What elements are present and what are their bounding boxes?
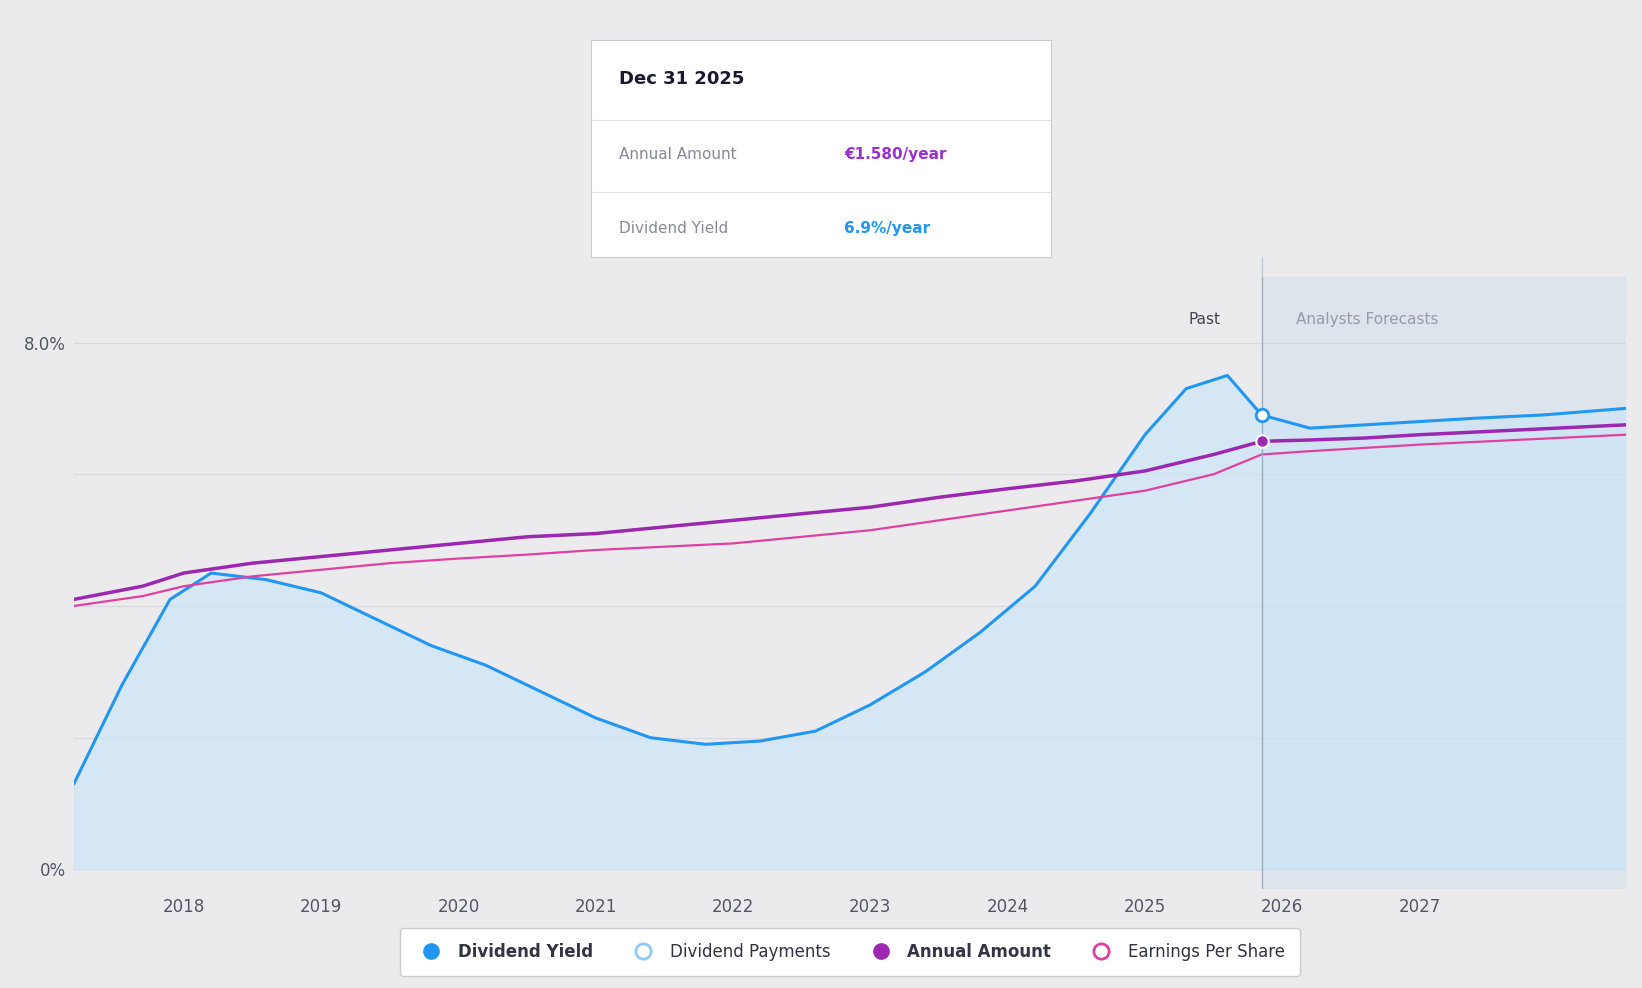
Text: Dec 31 2025: Dec 31 2025 — [619, 69, 744, 88]
Text: Past: Past — [1189, 312, 1220, 327]
Bar — [1261, 277, 1626, 889]
Text: 6.9%/year: 6.9%/year — [844, 221, 929, 236]
Legend: Dividend Yield, Dividend Payments, Annual Amount, Earnings Per Share: Dividend Yield, Dividend Payments, Annua… — [399, 928, 1300, 976]
Text: Analysts Forecasts: Analysts Forecasts — [1296, 312, 1438, 327]
Text: Dividend Yield: Dividend Yield — [619, 221, 727, 236]
Text: €1.580/year: €1.580/year — [844, 147, 946, 162]
Text: Annual Amount: Annual Amount — [619, 147, 736, 162]
